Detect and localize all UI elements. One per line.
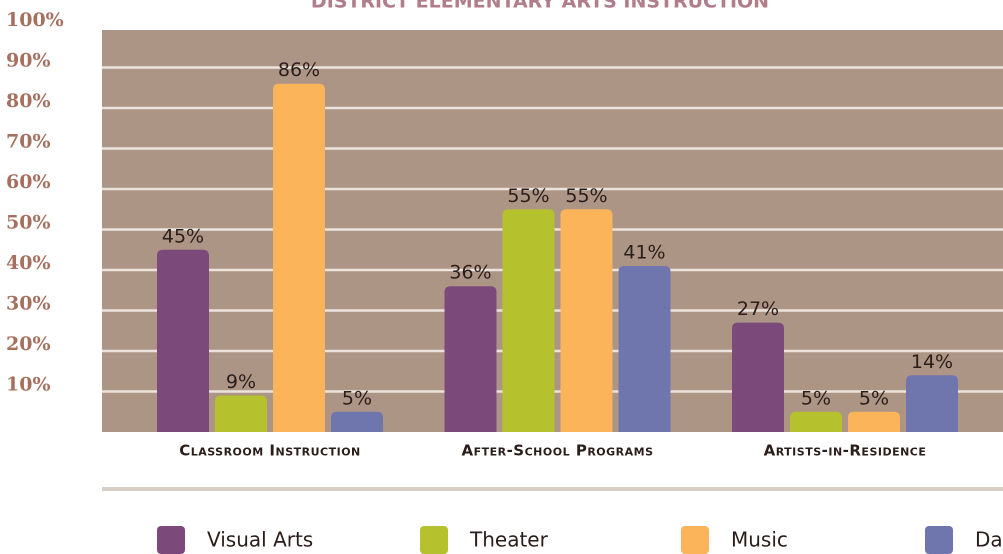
legend-label: Visual Arts (207, 528, 313, 552)
value-label: 9% (226, 371, 256, 393)
legend-label: Dance (975, 528, 1003, 552)
value-label: 55% (565, 185, 607, 207)
y-tick-label: 20% (6, 333, 51, 355)
y-tick-label: 80% (6, 90, 51, 112)
y-tick-label: 90% (6, 50, 51, 72)
value-label: 86% (278, 59, 320, 81)
value-label: 55% (507, 185, 549, 207)
legend-label: Theater (469, 528, 549, 552)
bar (790, 411, 842, 432)
legend-label: Music (731, 528, 788, 552)
y-tick-label: 60% (6, 171, 51, 193)
value-label: 36% (449, 262, 491, 284)
bar (618, 265, 671, 432)
legend-swatch (925, 526, 953, 554)
bar (732, 322, 784, 432)
value-label: 27% (737, 298, 779, 320)
x-tick-label: Artists-in-Residence (764, 442, 927, 460)
x-tick-label: Classroom Instruction (179, 442, 361, 460)
y-tick-label: 100% (6, 9, 64, 31)
y-tick-label: 50% (6, 212, 51, 234)
value-label: 5% (859, 387, 889, 409)
value-label: 14% (911, 351, 953, 373)
value-label: 5% (342, 387, 372, 409)
y-tick-label: 30% (6, 293, 51, 315)
y-tick-label: 10% (6, 374, 51, 396)
legend-swatch (157, 526, 185, 554)
bar (502, 209, 555, 432)
bar (331, 411, 383, 432)
y-tick-label: 70% (6, 131, 51, 153)
bar (560, 209, 613, 432)
bar (215, 395, 267, 432)
y-tick-label: 40% (6, 252, 51, 274)
chart-title: District Elementary Arts Instruction (311, 0, 769, 13)
bar (273, 83, 325, 432)
value-label: 41% (623, 241, 665, 263)
legend-swatch (681, 526, 709, 554)
value-label: 45% (162, 225, 204, 247)
legend-swatch (420, 526, 448, 554)
x-tick-label: After-School Programs (461, 442, 653, 460)
bar (906, 375, 958, 432)
bar (848, 411, 900, 432)
bar (157, 249, 209, 432)
value-label: 5% (801, 387, 831, 409)
bar (444, 286, 497, 432)
